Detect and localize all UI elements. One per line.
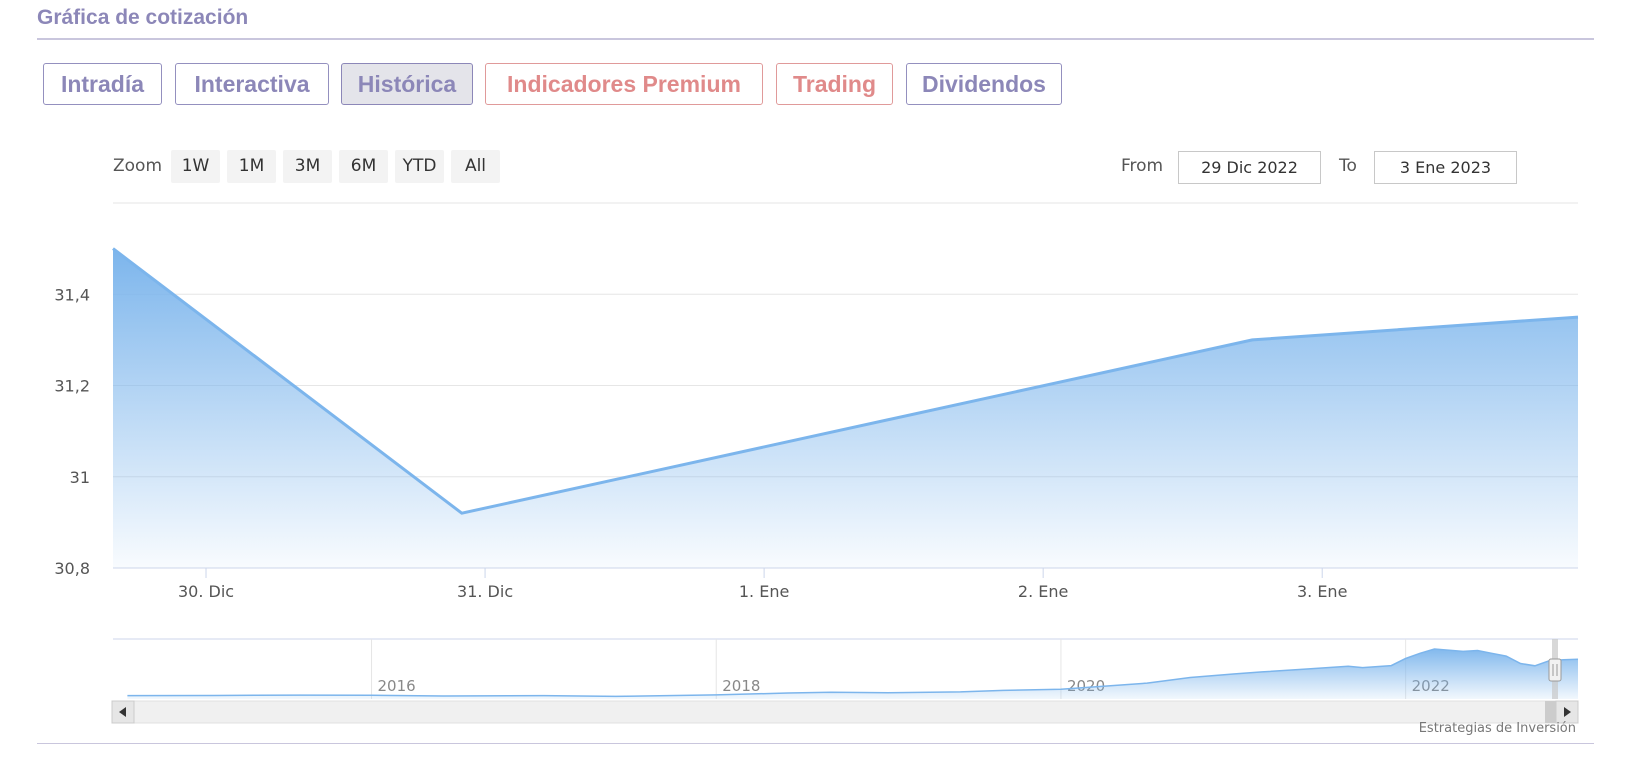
to-date-input[interactable]	[1374, 151, 1517, 184]
x-tick-label: 2. Ene	[1018, 582, 1068, 601]
from-date-input[interactable]	[1178, 151, 1321, 184]
arrow-left-icon	[119, 707, 126, 717]
tab-trading[interactable]: Trading	[776, 63, 893, 105]
chart-credit[interactable]: Estrategias de Inversión	[1418, 721, 1576, 736]
tab-historica[interactable]: Histórica	[341, 63, 473, 105]
scrollbar-thumb[interactable]	[1545, 701, 1557, 723]
zoom-ytd-button[interactable]: YTD	[395, 150, 444, 183]
tab-indicadores-premium[interactable]: Indicadores Premium	[485, 63, 763, 105]
navigator-area	[127, 649, 1578, 699]
arrow-right-icon	[1564, 707, 1571, 717]
x-axis-ticks: 30. Dic 31. Dic 1. Ene 2. Ene 3. Ene	[178, 568, 1347, 601]
title-divider	[37, 38, 1594, 40]
zoom-1m-button[interactable]: 1M	[227, 150, 276, 183]
scrollbar-track[interactable]	[111, 700, 1579, 724]
price-line	[112, 247, 1579, 515]
navigator-tick-label: 2018	[722, 677, 760, 695]
y-tick-label: 30,8	[54, 559, 90, 578]
scrollbar[interactable]	[111, 700, 1579, 724]
section-title: Gráfica de cotización	[37, 6, 249, 29]
zoom-1w-button[interactable]: 1W	[171, 150, 220, 183]
navigator-line	[127, 648, 1579, 698]
y-tick-label: 31	[70, 468, 90, 487]
y-tick-label: 31,4	[54, 285, 90, 304]
tab-interactiva[interactable]: Interactiva	[175, 63, 329, 105]
price-area	[113, 248, 1578, 568]
zoom-6m-button[interactable]: 6M	[339, 150, 388, 183]
navigator-handle[interactable]	[1548, 658, 1562, 682]
bottom-divider	[37, 743, 1594, 744]
navigator[interactable]: 2016201820202022	[113, 638, 1579, 699]
zoom-label: Zoom	[113, 156, 163, 176]
from-label: From	[1121, 156, 1164, 176]
tab-dividendos[interactable]: Dividendos	[906, 63, 1062, 105]
x-tick-label: 3. Ene	[1297, 582, 1347, 601]
to-label: To	[1339, 156, 1357, 176]
zoom-all-button[interactable]: All	[451, 150, 500, 183]
navigator-tick-label: 2016	[378, 677, 416, 695]
y-tick-label: 31,2	[54, 377, 90, 396]
x-tick-label: 30. Dic	[178, 582, 234, 601]
x-tick-label: 31. Dic	[457, 582, 513, 601]
x-tick-label: 1. Ene	[739, 582, 789, 601]
zoom-3m-button[interactable]: 3M	[283, 150, 332, 183]
tab-intradia[interactable]: Intradía	[43, 63, 162, 105]
y-axis-labels: 30,8 31 31,2 31,4	[54, 285, 90, 578]
